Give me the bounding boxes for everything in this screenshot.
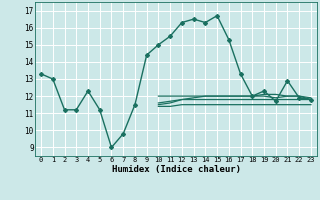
X-axis label: Humidex (Indice chaleur): Humidex (Indice chaleur) [111,165,241,174]
